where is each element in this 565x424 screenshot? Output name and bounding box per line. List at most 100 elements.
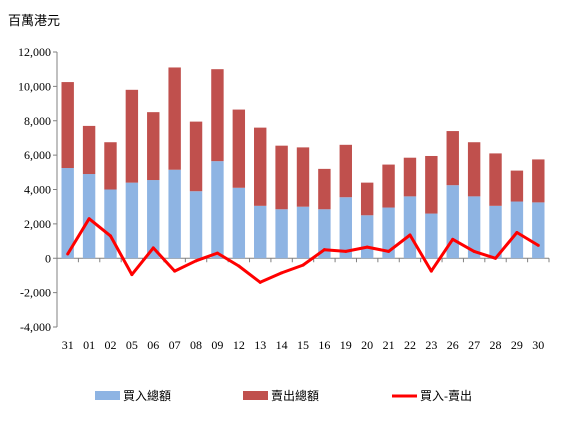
y-tick-label: 12,000 bbox=[18, 45, 51, 59]
y-tick-label: 6,000 bbox=[24, 148, 51, 162]
line-net-point bbox=[344, 249, 348, 253]
bar-sell-total bbox=[211, 69, 224, 162]
bar-sell-total bbox=[254, 127, 267, 206]
line-net-point bbox=[194, 259, 198, 263]
bar-buy-total bbox=[232, 187, 246, 259]
bar-buy-total bbox=[125, 182, 139, 259]
bar-buy-total bbox=[168, 169, 181, 259]
y-tick-label: 10,000 bbox=[18, 79, 51, 93]
bar-buy-total bbox=[360, 215, 374, 259]
x-tick-label: 22 bbox=[404, 338, 416, 352]
x-tick-label: 28 bbox=[490, 338, 502, 352]
bar-sell-total bbox=[382, 164, 395, 208]
bar-sell-total bbox=[425, 155, 438, 214]
bar-buy-total bbox=[403, 196, 417, 259]
y-tick-label: 4,000 bbox=[24, 183, 51, 197]
bar-sell-total bbox=[82, 125, 96, 175]
x-tick-label: 31 bbox=[62, 338, 74, 352]
bar-sell-total bbox=[296, 147, 310, 207]
line-net-point bbox=[87, 217, 91, 221]
line-net-point bbox=[472, 249, 476, 253]
bar-sell-total bbox=[168, 67, 181, 170]
line-net-point bbox=[365, 245, 369, 249]
y-axis-unit-label: 百萬港元 bbox=[8, 13, 61, 28]
x-tick-label: 23 bbox=[425, 338, 437, 352]
x-tick-label: 13 bbox=[254, 338, 266, 352]
bar-buy-total bbox=[82, 174, 96, 259]
bar-sell-total bbox=[61, 82, 74, 169]
x-tick-label: 29 bbox=[511, 338, 523, 352]
x-tick-label: 27 bbox=[468, 338, 480, 352]
line-net-point bbox=[536, 243, 540, 247]
bar-buy-total bbox=[318, 209, 331, 259]
bar-buy-total bbox=[339, 197, 352, 259]
x-tick-label: 16 bbox=[318, 338, 330, 352]
line-net-point bbox=[387, 249, 391, 253]
bar-sell-total bbox=[339, 144, 352, 198]
line-net-point bbox=[408, 233, 412, 237]
line-net-point bbox=[451, 237, 455, 241]
line-net-point bbox=[237, 264, 241, 268]
bar-sell-total bbox=[467, 142, 481, 197]
x-tick-label: 20 bbox=[361, 338, 373, 352]
bar-sell-total bbox=[510, 170, 524, 202]
y-tick-label: 0 bbox=[45, 251, 51, 265]
line-net-point bbox=[301, 263, 305, 267]
line-net-point bbox=[151, 246, 155, 250]
x-tick-label: 21 bbox=[383, 338, 395, 352]
bar-buy-total bbox=[189, 191, 203, 259]
bar-sell-total bbox=[125, 89, 139, 183]
bar-buy-total bbox=[425, 213, 438, 259]
y-tick-label: 8,000 bbox=[24, 114, 51, 128]
bar-buy-total bbox=[104, 189, 117, 259]
line-net-point bbox=[66, 252, 70, 256]
line-net-point bbox=[515, 230, 519, 234]
bar-buy-total bbox=[275, 209, 288, 259]
x-tick-label: 02 bbox=[104, 338, 116, 352]
legend-label: 買入-賣出 bbox=[420, 388, 472, 403]
legend-label: 買入總額 bbox=[123, 388, 171, 403]
bar-buy-total bbox=[254, 205, 267, 259]
bar-buy-total bbox=[489, 205, 502, 259]
x-tick-label: 05 bbox=[126, 338, 138, 352]
legend-swatch bbox=[95, 391, 120, 400]
y-tick-label: -2,000 bbox=[20, 286, 51, 300]
y-tick-label: -4,000 bbox=[20, 320, 51, 334]
x-tick-label: 09 bbox=[211, 338, 223, 352]
bar-buy-total bbox=[147, 180, 160, 259]
bar-buy-total bbox=[382, 207, 395, 259]
x-tick-label: 12 bbox=[233, 338, 245, 352]
bar-sell-total bbox=[532, 159, 545, 203]
line-net-point bbox=[322, 248, 326, 252]
x-tick-label: 26 bbox=[447, 338, 459, 352]
x-tick-label: 07 bbox=[169, 338, 181, 352]
bar-sell-total bbox=[275, 145, 288, 210]
bar-sell-total bbox=[147, 112, 160, 181]
legend-swatch bbox=[243, 391, 268, 400]
line-net-point bbox=[494, 256, 498, 260]
line-net-point bbox=[429, 269, 433, 273]
bar-buy-total bbox=[532, 202, 545, 259]
bar-sell-total bbox=[403, 157, 417, 197]
bar-buy-total bbox=[61, 168, 74, 259]
legend-label: 賣出總額 bbox=[271, 388, 319, 403]
bar-sell-total bbox=[189, 121, 203, 192]
x-tick-label: 14 bbox=[276, 338, 288, 352]
bar-buy-total bbox=[510, 201, 524, 259]
x-tick-label: 06 bbox=[147, 338, 159, 352]
bar-sell-total bbox=[489, 153, 502, 206]
bar-sell-total bbox=[104, 142, 117, 190]
bar-sell-total bbox=[360, 182, 374, 216]
line-net-point bbox=[258, 280, 262, 284]
line-net-point bbox=[173, 269, 177, 273]
bar-buy-total bbox=[467, 196, 481, 259]
line-net-point bbox=[280, 271, 284, 275]
line-net-point bbox=[130, 273, 134, 277]
bar-buy-total bbox=[211, 161, 224, 259]
x-tick-label: 30 bbox=[532, 338, 544, 352]
y-tick-label: 2,000 bbox=[24, 217, 51, 231]
bar-sell-total bbox=[318, 168, 331, 210]
line-net-point bbox=[108, 234, 112, 238]
x-tick-label: 19 bbox=[340, 338, 352, 352]
